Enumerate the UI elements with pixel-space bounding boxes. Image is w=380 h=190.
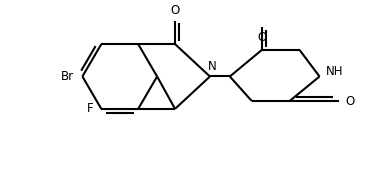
Text: Br: Br	[61, 70, 74, 83]
Text: O: O	[170, 4, 180, 17]
Text: F: F	[87, 102, 93, 115]
Text: O: O	[257, 31, 266, 44]
Text: NH: NH	[326, 65, 343, 78]
Text: N: N	[207, 60, 216, 73]
Text: O: O	[345, 94, 355, 108]
